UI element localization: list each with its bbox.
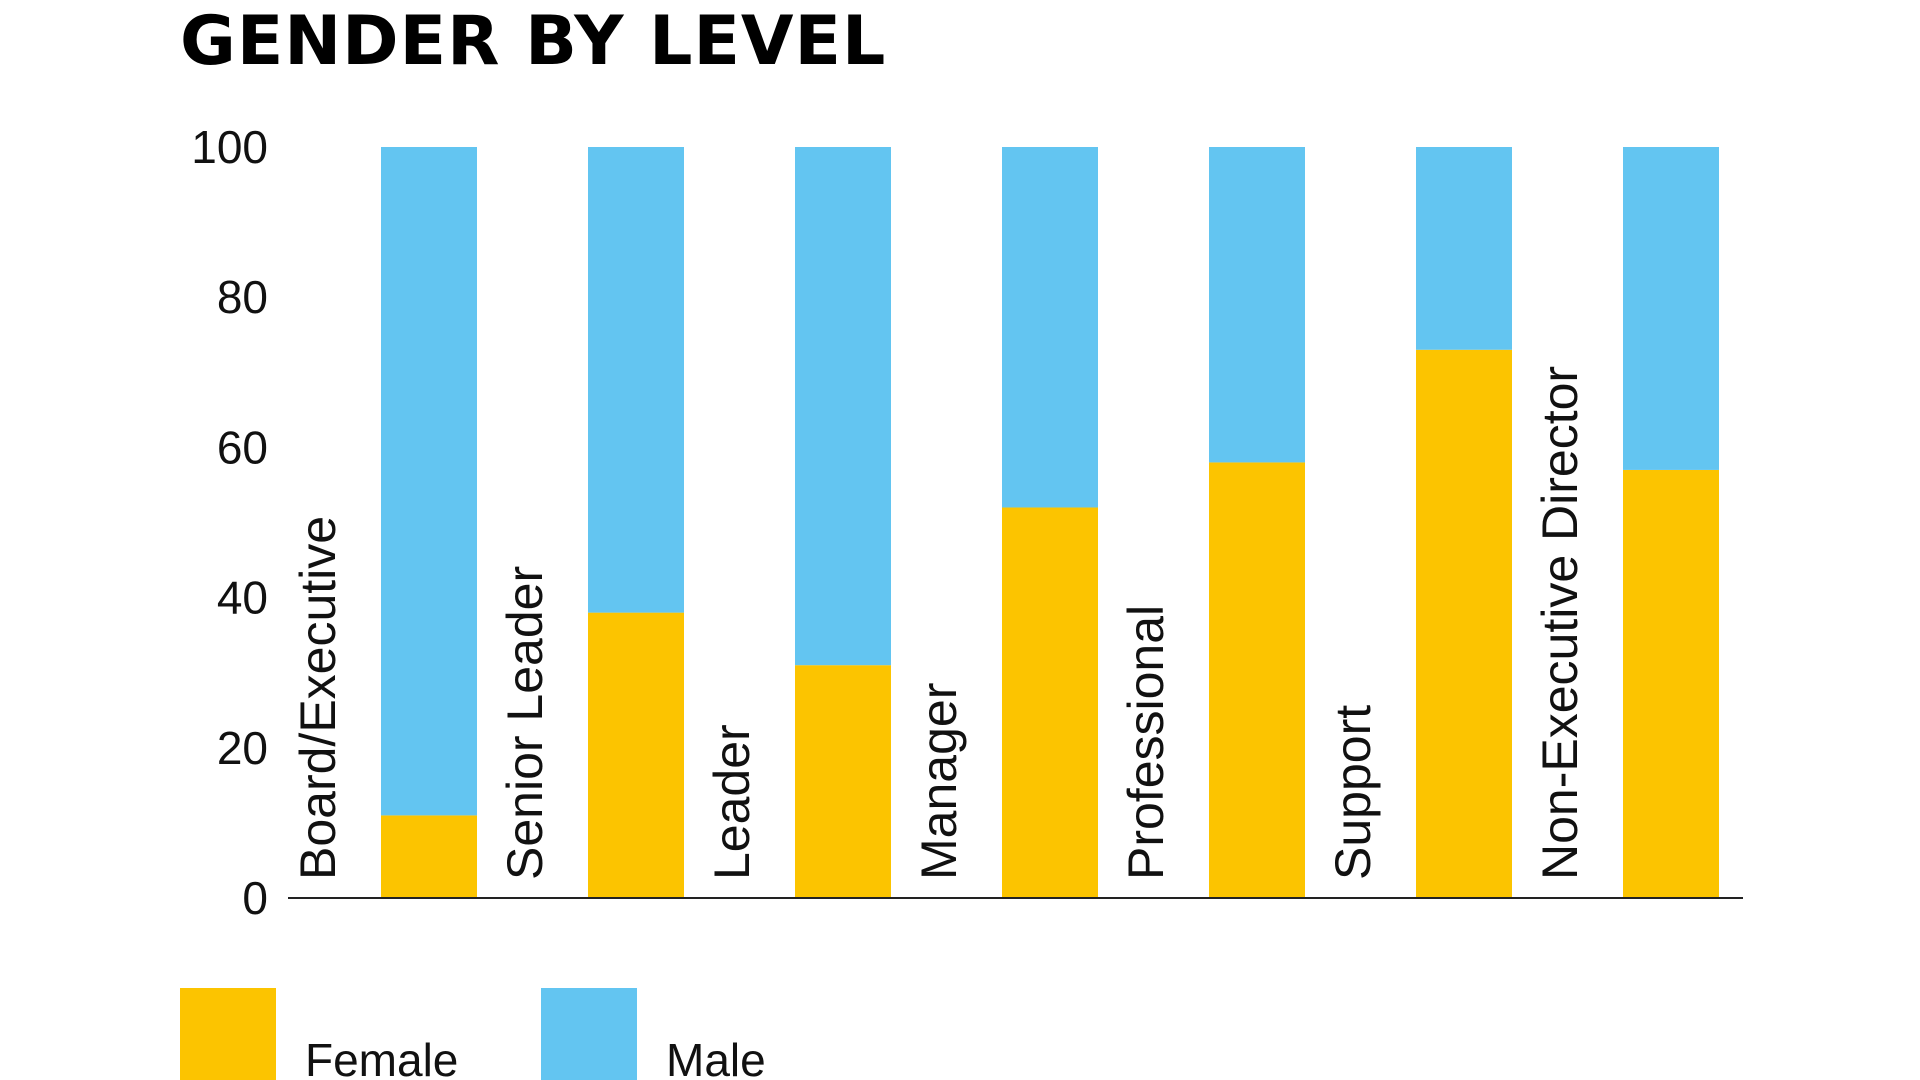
y-tick-label-100: 100 <box>191 121 268 173</box>
legend-label-male: Male <box>666 1034 766 1080</box>
category-label-leader: Leader <box>704 724 760 880</box>
category-label-senior-leader: Senior Leader <box>497 566 553 880</box>
y-tick-label-0: 0 <box>242 872 268 924</box>
y-axis-tick-labels: 0 20 40 60 80 100 <box>191 121 268 924</box>
bar-male-non-executive-director <box>1623 147 1719 470</box>
category-label-professional: Professional <box>1118 605 1174 880</box>
bar-female-leader <box>795 665 891 898</box>
bar-male-board-executive <box>381 147 477 816</box>
bar-female-board-executive <box>381 815 477 898</box>
category-labels: Board/Executive Senior Leader Leader Manage… <box>290 366 1588 880</box>
category-label-support: Support <box>1325 705 1381 880</box>
bar-male-support <box>1416 147 1512 350</box>
bar-female-support <box>1416 349 1512 898</box>
bar-female-senior-leader <box>588 612 684 898</box>
legend-swatch-female <box>180 988 276 1080</box>
category-label-manager: Manager <box>911 683 967 880</box>
legend-label-female: Female <box>305 1034 458 1080</box>
bar-male-senior-leader <box>588 147 684 613</box>
category-label-non-executive-director: Non-Executive Director <box>1532 366 1588 880</box>
bars-group <box>381 147 1719 898</box>
category-label-board-executive: Board/Executive <box>290 516 346 880</box>
y-tick-label-20: 20 <box>217 722 268 774</box>
chart-title: GENDER BY LEVEL <box>180 2 887 81</box>
bar-male-professional <box>1209 147 1305 463</box>
bar-female-non-executive-director <box>1623 469 1719 898</box>
y-tick-label-40: 40 <box>217 572 268 624</box>
legend: Female Male <box>180 988 766 1080</box>
bar-male-leader <box>795 147 891 666</box>
bar-female-manager <box>1002 507 1098 898</box>
y-tick-label-80: 80 <box>217 271 268 323</box>
y-tick-label-60: 60 <box>217 421 268 473</box>
legend-swatch-male <box>541 988 637 1080</box>
bar-male-manager <box>1002 147 1098 508</box>
bar-female-professional <box>1209 462 1305 898</box>
